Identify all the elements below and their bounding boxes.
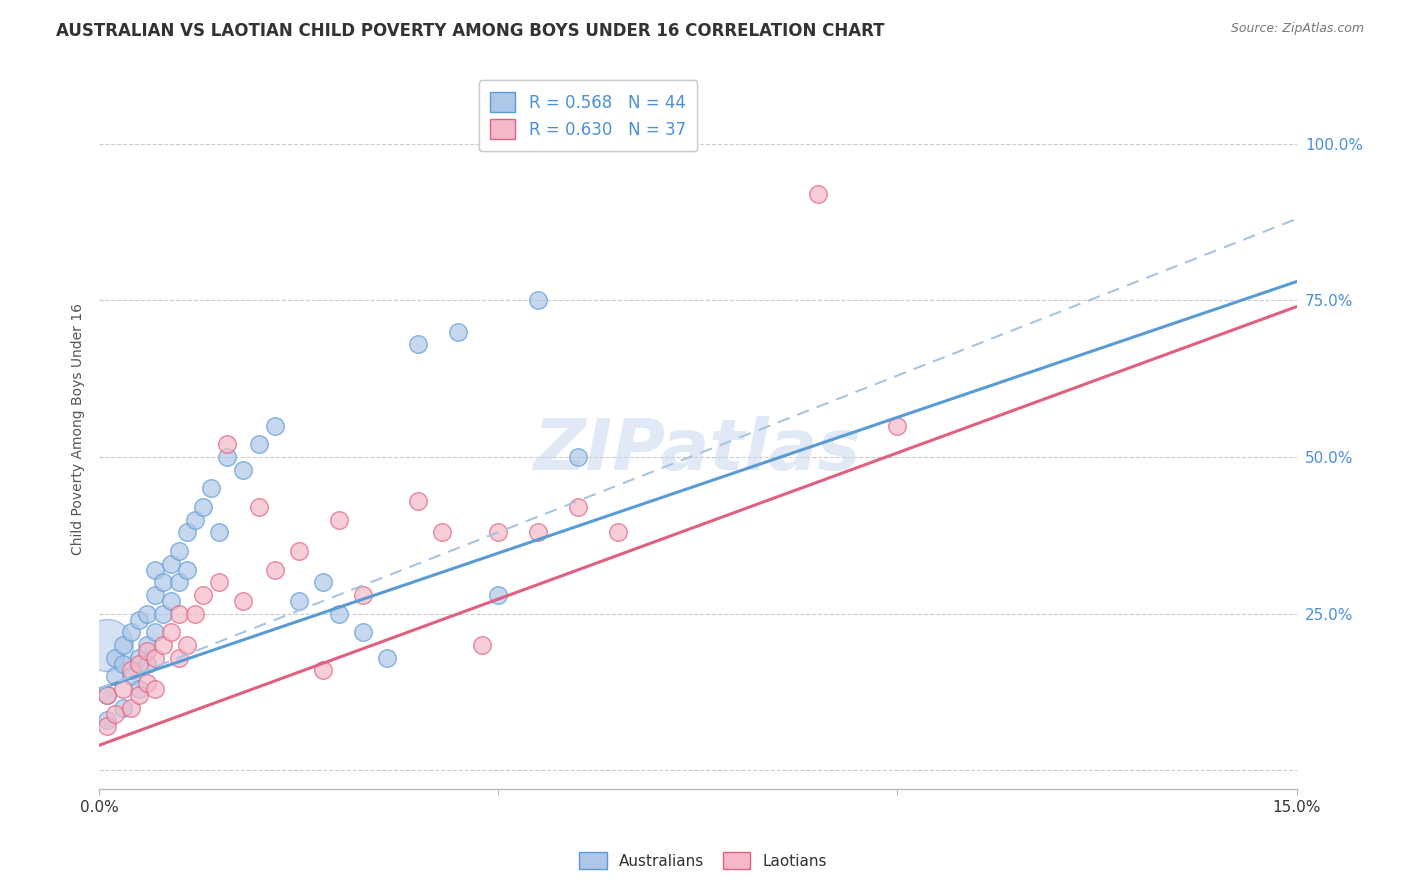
Point bbox=[104, 650, 127, 665]
Point bbox=[527, 525, 550, 540]
Point bbox=[112, 700, 135, 714]
Legend: Australians, Laotians: Australians, Laotians bbox=[574, 846, 832, 875]
Point bbox=[104, 669, 127, 683]
Point bbox=[112, 638, 135, 652]
Point bbox=[160, 594, 183, 608]
Point bbox=[167, 575, 190, 590]
Point bbox=[152, 638, 174, 652]
Point bbox=[247, 437, 270, 451]
Point bbox=[287, 544, 309, 558]
Point bbox=[247, 500, 270, 515]
Point bbox=[184, 513, 207, 527]
Point bbox=[143, 563, 166, 577]
Point bbox=[96, 688, 118, 702]
Point bbox=[128, 657, 150, 671]
Point bbox=[311, 663, 333, 677]
Point bbox=[160, 625, 183, 640]
Point bbox=[191, 588, 214, 602]
Point bbox=[408, 337, 430, 351]
Point bbox=[184, 607, 207, 621]
Point bbox=[352, 625, 374, 640]
Point bbox=[432, 525, 454, 540]
Text: Source: ZipAtlas.com: Source: ZipAtlas.com bbox=[1230, 22, 1364, 36]
Point bbox=[471, 638, 494, 652]
Point bbox=[136, 607, 159, 621]
Point bbox=[143, 650, 166, 665]
Point bbox=[567, 500, 589, 515]
Text: AUSTRALIAN VS LAOTIAN CHILD POVERTY AMONG BOYS UNDER 16 CORRELATION CHART: AUSTRALIAN VS LAOTIAN CHILD POVERTY AMON… bbox=[56, 22, 884, 40]
Point bbox=[152, 607, 174, 621]
Point bbox=[232, 462, 254, 476]
Point bbox=[152, 575, 174, 590]
Point bbox=[167, 650, 190, 665]
Point bbox=[486, 588, 509, 602]
Point bbox=[120, 700, 142, 714]
Point bbox=[112, 681, 135, 696]
Point bbox=[408, 494, 430, 508]
Point bbox=[104, 706, 127, 721]
Point bbox=[208, 525, 231, 540]
Text: ZIPatlas: ZIPatlas bbox=[534, 416, 862, 485]
Point bbox=[136, 675, 159, 690]
Point bbox=[143, 625, 166, 640]
Point bbox=[128, 688, 150, 702]
Point bbox=[96, 713, 118, 727]
Point bbox=[208, 575, 231, 590]
Point bbox=[96, 719, 118, 733]
Point bbox=[191, 500, 214, 515]
Point bbox=[200, 481, 222, 495]
Point bbox=[567, 450, 589, 464]
Point bbox=[96, 638, 118, 652]
Point bbox=[176, 638, 198, 652]
Point bbox=[176, 525, 198, 540]
Point bbox=[128, 650, 150, 665]
Point bbox=[136, 644, 159, 658]
Point bbox=[447, 325, 470, 339]
Point bbox=[287, 594, 309, 608]
Point bbox=[176, 563, 198, 577]
Point bbox=[143, 681, 166, 696]
Point bbox=[328, 607, 350, 621]
Point bbox=[96, 688, 118, 702]
Point bbox=[352, 588, 374, 602]
Point bbox=[215, 437, 238, 451]
Point bbox=[486, 525, 509, 540]
Point bbox=[120, 625, 142, 640]
Point bbox=[806, 186, 828, 201]
Point bbox=[328, 513, 350, 527]
Point bbox=[120, 669, 142, 683]
Point bbox=[215, 450, 238, 464]
Point bbox=[112, 657, 135, 671]
Point bbox=[167, 607, 190, 621]
Point bbox=[136, 657, 159, 671]
Point bbox=[607, 525, 630, 540]
Point bbox=[527, 293, 550, 308]
Point bbox=[136, 638, 159, 652]
Point bbox=[128, 613, 150, 627]
Point bbox=[167, 544, 190, 558]
Point bbox=[263, 563, 285, 577]
Point bbox=[128, 681, 150, 696]
Point bbox=[263, 418, 285, 433]
Point bbox=[886, 418, 908, 433]
Legend: R = 0.568   N = 44, R = 0.630   N = 37: R = 0.568 N = 44, R = 0.630 N = 37 bbox=[478, 80, 697, 151]
Point bbox=[232, 594, 254, 608]
Point bbox=[375, 650, 398, 665]
Point bbox=[143, 588, 166, 602]
Point bbox=[120, 663, 142, 677]
Point bbox=[311, 575, 333, 590]
Point bbox=[160, 557, 183, 571]
Y-axis label: Child Poverty Among Boys Under 16: Child Poverty Among Boys Under 16 bbox=[72, 302, 86, 555]
